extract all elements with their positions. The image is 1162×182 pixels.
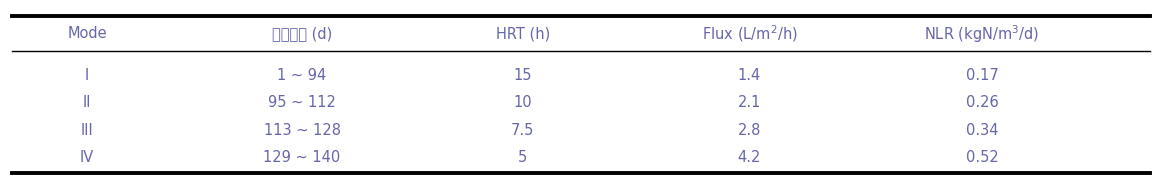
- Text: HRT (h): HRT (h): [496, 26, 550, 41]
- Text: 10: 10: [514, 95, 532, 110]
- Text: 0.34: 0.34: [966, 123, 998, 138]
- Text: 1 ~ 94: 1 ~ 94: [278, 68, 327, 83]
- Text: Flux (L/m$^2$/h): Flux (L/m$^2$/h): [702, 23, 797, 44]
- Text: Mode: Mode: [67, 26, 107, 41]
- Text: NLR (kgN/m$^3$/d): NLR (kgN/m$^3$/d): [924, 23, 1040, 45]
- Text: III: III: [81, 123, 93, 138]
- Text: 2.8: 2.8: [738, 123, 761, 138]
- Text: 129 ~ 140: 129 ~ 140: [264, 150, 340, 165]
- Text: 113 ~ 128: 113 ~ 128: [264, 123, 340, 138]
- Text: 95 ~ 112: 95 ~ 112: [268, 95, 336, 110]
- Text: IV: IV: [80, 150, 94, 165]
- Text: 0.26: 0.26: [966, 95, 998, 110]
- Text: II: II: [83, 95, 92, 110]
- Text: 5: 5: [518, 150, 528, 165]
- Text: 1.4: 1.4: [738, 68, 761, 83]
- Text: 4.2: 4.2: [738, 150, 761, 165]
- Text: 7.5: 7.5: [511, 123, 535, 138]
- Text: 15: 15: [514, 68, 532, 83]
- Text: 운전기간 (d): 운전기간 (d): [272, 26, 332, 41]
- Text: 2.1: 2.1: [738, 95, 761, 110]
- Text: 0.17: 0.17: [966, 68, 998, 83]
- Text: I: I: [85, 68, 89, 83]
- Text: 0.52: 0.52: [966, 150, 998, 165]
